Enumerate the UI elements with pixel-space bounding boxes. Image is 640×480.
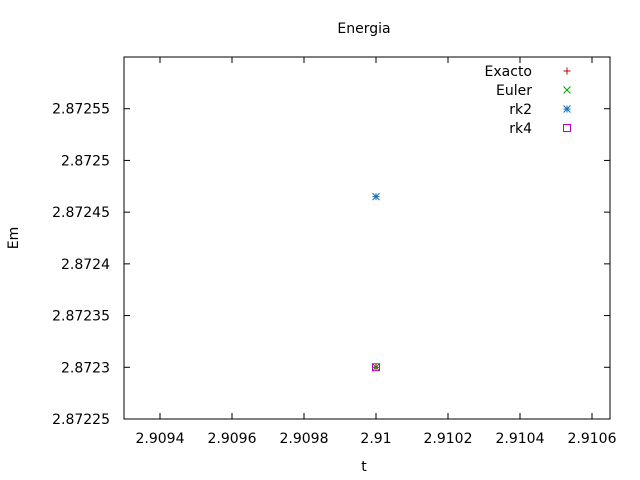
- legend-label: rk2: [509, 102, 532, 118]
- plot-frame: [123, 56, 611, 420]
- legend-marker-euler: [563, 86, 571, 94]
- x-tick-label: 2.9098: [280, 431, 329, 447]
- y-tick-label: 2.8725: [61, 153, 110, 169]
- legend-marker-rk4: [563, 124, 571, 132]
- y-axis-label: Em: [6, 227, 22, 249]
- x-axis-label: t: [361, 459, 367, 475]
- legend: Exacto Euler rk2 rk4: [485, 64, 571, 137]
- y-tick-label: 2.87245: [52, 205, 110, 221]
- legend-label: Exacto: [485, 64, 532, 80]
- x-tick-label: 2.9094: [136, 431, 185, 447]
- point-euler: [372, 363, 380, 372]
- y-axis-ticks: 2.87225 2.8723 2.87235 2.8724 2.87245 2.8725 2…: [52, 102, 610, 428]
- x-axis-ticks: 2.9094 2.9096 2.9098 2.91 2.9102 2.9104 2.9106: [136, 57, 617, 447]
- data-points: [372, 192, 380, 372]
- chart-title: Energia: [337, 21, 390, 37]
- legend-marker-exacto: [563, 67, 571, 75]
- legend-label: rk4: [509, 121, 532, 137]
- y-tick-label: 2.8723: [61, 360, 110, 376]
- legend-marker-rk2: [563, 105, 571, 113]
- x-tick-label: 2.91: [360, 431, 391, 447]
- y-tick-label: 2.87255: [52, 102, 110, 118]
- x-tick-label: 2.9106: [568, 431, 617, 447]
- y-tick-label: 2.87235: [52, 309, 110, 325]
- y-tick-label: 2.8724: [61, 257, 110, 273]
- point-rk4: [372, 363, 380, 372]
- x-tick-label: 2.9104: [496, 431, 545, 447]
- x-tick-label: 2.9102: [424, 431, 473, 447]
- y-tick-label: 2.87225: [52, 412, 110, 428]
- legend-label: Euler: [496, 83, 532, 99]
- x-tick-label: 2.9096: [208, 431, 257, 447]
- point-rk2: [372, 192, 380, 201]
